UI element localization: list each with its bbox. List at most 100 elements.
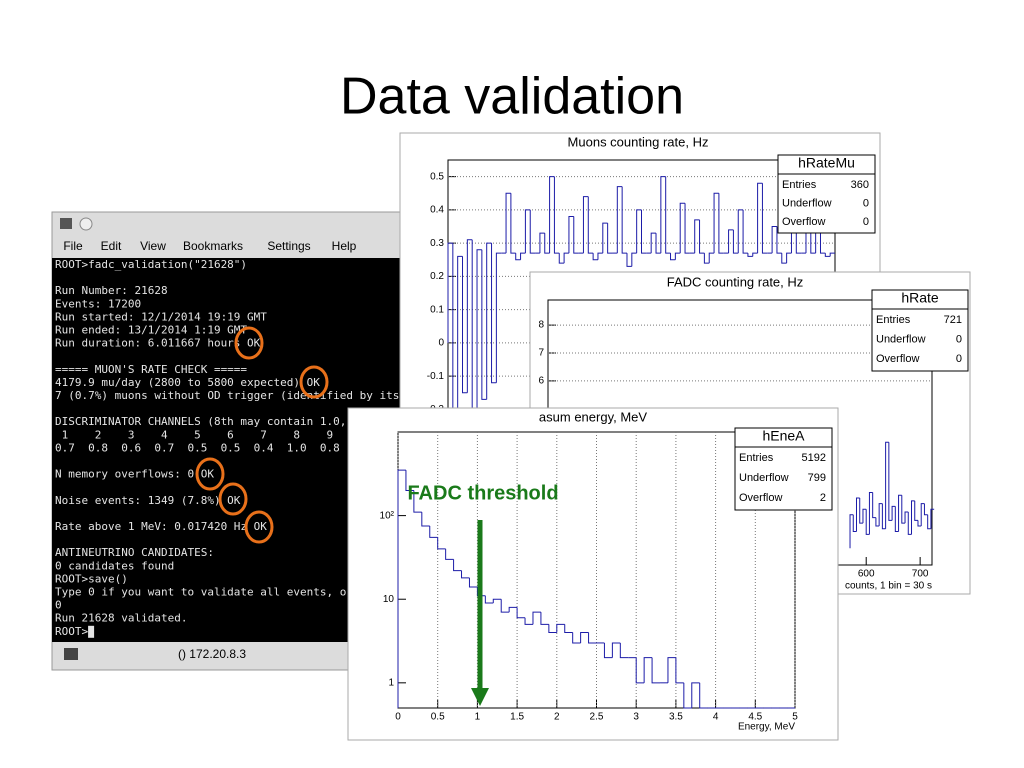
terminal-line: N memory overflows: 0 OK: [55, 468, 214, 481]
histogram-bin: [752, 252, 758, 257]
y-tick-label: -0.1: [427, 371, 445, 382]
ok-circle: [195, 457, 225, 491]
y-tick-label: 0: [438, 338, 444, 349]
histogram-bin: [397, 469, 406, 708]
histogram-bin: [453, 559, 462, 572]
histogram-bin: [636, 209, 642, 254]
x-tick-label: 4: [713, 712, 719, 723]
histogram-bin: [891, 505, 896, 521]
histogram-bin: [573, 216, 579, 254]
histogram-bin: [516, 607, 526, 619]
histogram-bin: [670, 253, 676, 261]
histogram-bin: [421, 512, 430, 527]
histogram-bin: [885, 441, 889, 529]
ok-circle: [299, 365, 329, 399]
histogram-bin: [872, 492, 876, 519]
histogram-bin: [611, 642, 621, 658]
histogram-bin: [619, 642, 629, 659]
menu-item: Bookmarks: [183, 239, 243, 253]
y-tick-label: 0.5: [430, 171, 444, 182]
terminal-line: ===== MUON'S RATE CHECK =====: [55, 363, 247, 376]
histogram-bin: [405, 470, 414, 491]
menu-item: File: [63, 239, 83, 253]
histogram-bin: [597, 252, 603, 260]
histogram-bin: [732, 229, 739, 254]
histogram-bin: [643, 657, 653, 683]
histogram-bin: [855, 497, 860, 532]
terminal-line: DISCRIMINATOR CHANNELS (8th may contain …: [55, 415, 346, 428]
histogram-bin: [572, 632, 581, 644]
chart-title: FADC counting rate, Hz: [667, 274, 804, 289]
terminal-line: Run Number: 21628: [55, 284, 168, 297]
histogram-bin: [894, 506, 899, 533]
stats-value: 721: [944, 314, 962, 326]
stats-label: Overflow: [782, 216, 825, 228]
histogram-bin: [437, 537, 446, 550]
terminal-line: Run ended: 13/1/2014 1:19 GMT: [55, 324, 247, 337]
histogram-bin: [781, 253, 787, 264]
terminal-line: Rate above 1 MeV: 0.017420 Hz OK: [55, 520, 267, 533]
histogram-bin: [564, 624, 573, 633]
histogram-bin: [548, 624, 557, 633]
chart-title: Muons counting rate, Hz: [568, 134, 709, 149]
histogram-bin: [468, 577, 478, 588]
ok-circle: [218, 482, 248, 516]
histogram-bin: [524, 617, 533, 625]
histogram-bin: [747, 253, 753, 257]
stats-label: Underflow: [876, 334, 926, 346]
terminal-line: 0 candidates found: [55, 559, 174, 572]
histogram-bin: [737, 209, 744, 254]
histogram-bin: [481, 249, 487, 400]
histogram-bin: [917, 520, 922, 527]
histogram-bin: [718, 193, 724, 254]
menu-item: Help: [332, 239, 357, 253]
histogram-bin: [447, 242, 453, 343]
histogram-bin: [508, 606, 518, 613]
histogram-bin: [592, 253, 598, 261]
y-tick-label: 8: [538, 320, 544, 331]
histogram-bin: [588, 632, 597, 644]
histogram-bin: [563, 252, 569, 264]
histogram-bin: [923, 503, 928, 516]
terminal-line: Run duration: 6.011667 hours OK: [55, 337, 261, 350]
histogram-bin: [641, 209, 647, 254]
x-tick-label: 1.5: [510, 712, 524, 723]
histogram-bin: [484, 595, 494, 604]
histogram-bin: [626, 253, 632, 267]
window-button[interactable]: [79, 217, 93, 231]
terminal-line: ROOT>: [55, 625, 88, 638]
terminal-line: ROOT>fadc_validation("21628"): [55, 258, 247, 271]
histogram-bin: [607, 223, 613, 254]
histogram-bin: [691, 682, 700, 708]
cursor: [88, 625, 95, 638]
histogram-bin: [713, 192, 719, 254]
histogram-bin: [849, 514, 854, 549]
histogram-bin: [852, 514, 857, 533]
ok-highlights: [195, 326, 329, 544]
x-tick-label: 3: [633, 712, 639, 723]
menu-item: Edit: [101, 239, 122, 253]
histogram-bin: [616, 186, 623, 254]
histogram-bin: [776, 226, 782, 254]
status-text: () 172.20.8.3: [178, 647, 246, 661]
stats-box: [777, 154, 876, 234]
x-tick-label: 5: [792, 712, 798, 723]
terminal-line: Events: 17200: [55, 297, 141, 310]
stats-label: Underflow: [782, 198, 832, 210]
histogram-bin: [540, 612, 549, 625]
histogram-bin: [582, 196, 589, 254]
stats-value: 799: [808, 472, 826, 484]
histogram-bin: [621, 186, 627, 254]
terminal-line: 1 2 3 4 5 6 7 8 9: [55, 428, 333, 441]
histogram-bin: [859, 498, 863, 524]
histogram-bin: [602, 222, 608, 254]
x-tick-label: 0: [395, 712, 401, 723]
histogram-bin: [881, 503, 886, 530]
histogram-bin: [650, 232, 657, 254]
stats-value: 0: [863, 198, 869, 210]
menu-item: Settings: [267, 239, 310, 253]
terminal-line: Run 21628 validated.: [55, 612, 187, 625]
histogram-bin: [761, 183, 768, 254]
histogram-bin: [786, 252, 792, 264]
